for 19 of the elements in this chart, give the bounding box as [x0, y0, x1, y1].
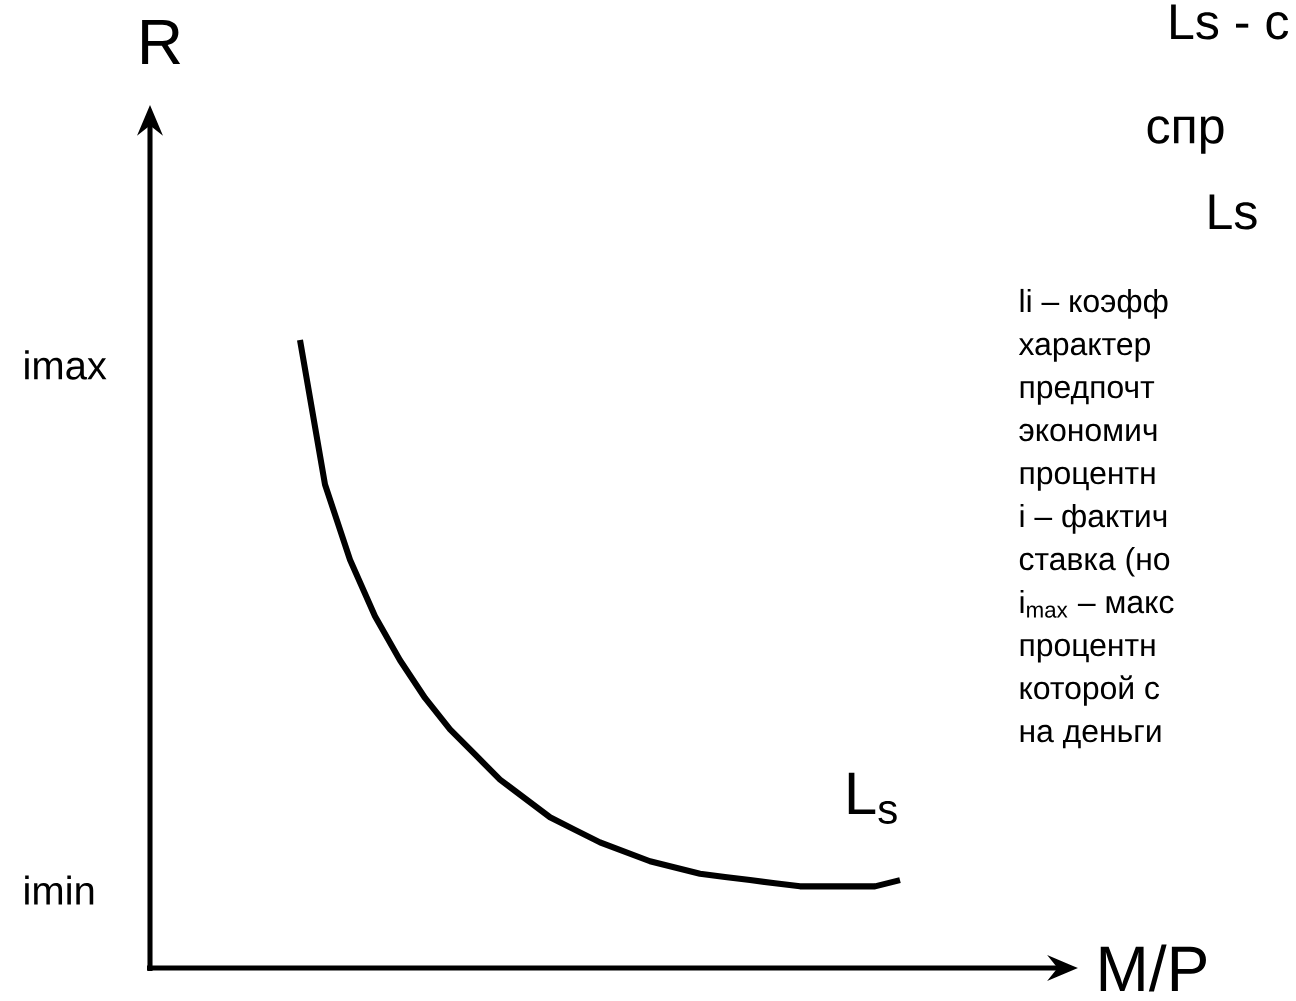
- text: предпочт: [1020, 380, 1155, 405]
- y-axis-title: R: [142, 19, 181, 65]
- text: imin: [25, 875, 94, 905]
- text: на деньги: [1020, 724, 1161, 749]
- series-label: L$_{s}$: [848, 772, 897, 824]
- x-axis-title: M/P: [1100, 944, 1206, 992]
- text: экономич: [1019, 423, 1157, 442]
- text: Ls: [1209, 194, 1257, 230]
- text: спр: [1147, 116, 1224, 154]
- text: процентн: [1020, 466, 1155, 491]
- text: характер: [1018, 337, 1150, 362]
- text: Ls - с: [1171, 4, 1289, 40]
- text: li – коэфф: [1020, 288, 1168, 319]
- text: imax: [25, 350, 107, 380]
- text: процентн: [1020, 638, 1155, 663]
- text: i$_{max}$ – макс: [1020, 589, 1174, 618]
- text: ставка (но: [1019, 546, 1170, 577]
- text: i – фактич: [1020, 503, 1167, 534]
- text: которой с: [1020, 675, 1160, 706]
